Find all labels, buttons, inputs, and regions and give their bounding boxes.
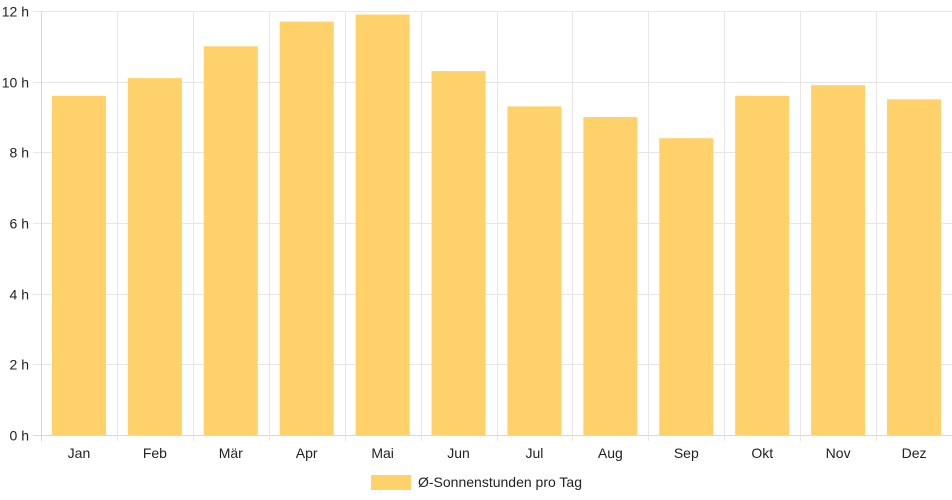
bar-okt[interactable] [735,95,790,436]
legend[interactable]: Ø-Sonnenstunden pro Tag [371,474,582,490]
x-tick-label: Jul [526,445,544,461]
bar-aug[interactable] [583,117,638,435]
bar-feb[interactable] [127,78,182,435]
y-tick-label: 12 h [2,4,29,20]
grid-lines [33,11,952,441]
bar-apr[interactable] [279,21,334,435]
x-tick-label: Apr [296,445,318,461]
bar-jul[interactable] [507,106,562,436]
bar-mär[interactable] [203,46,258,435]
x-tick-label: Jun [447,445,470,461]
y-tick-label: 8 h [10,145,29,161]
legend-label[interactable]: Ø-Sonnenstunden pro Tag [418,474,582,490]
axes: 0 h 2 h 4 h 6 h 8 h 10 h 12 h Jan Feb Mär Apr Mai Ju… [2,4,927,462]
x-tick-label: Feb [143,445,167,461]
y-tick-label: 6 h [10,216,29,232]
bar-dez[interactable] [887,99,942,435]
y-tick-label: 0 h [10,428,29,444]
bar-jan[interactable] [51,95,106,436]
x-tick-label: Aug [598,445,623,461]
bar-sep[interactable] [659,138,714,435]
y-tick-label: 10 h [2,75,29,91]
x-tick-label: Mai [371,445,394,461]
x-tick-label: Dez [902,445,927,461]
x-tick-label: Mär [219,445,243,461]
x-tick-label: Nov [826,445,851,461]
y-tick-label: 2 h [10,357,29,373]
y-tick-label: 4 h [10,287,29,303]
x-tick-label: Okt [751,445,773,461]
bar-series [51,14,942,436]
bar-mai[interactable] [355,14,410,436]
x-tick-label: Jan [68,445,91,461]
x-tick-label: Sep [674,445,699,461]
bar-nov[interactable] [811,85,866,435]
bar-jun[interactable] [431,71,486,436]
legend-swatch[interactable] [371,475,411,490]
